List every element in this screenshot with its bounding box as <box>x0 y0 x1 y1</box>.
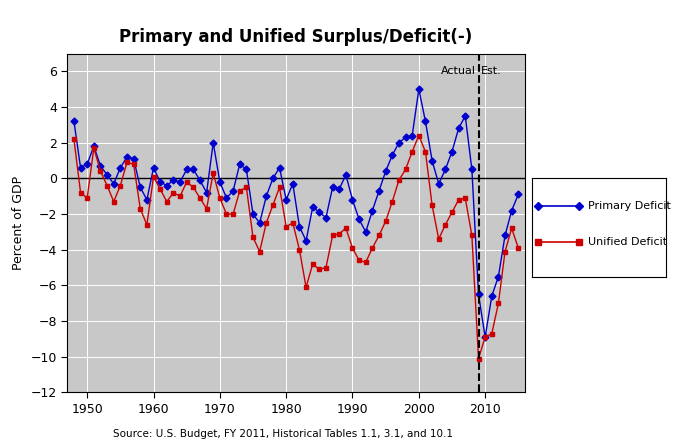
Text: Source: U.S. Budget, FY 2011, Historical Tables 1.1, 3.1, and 10.1: Source: U.S. Budget, FY 2011, Historical… <box>112 429 453 439</box>
Text: Unified Deficit: Unified Deficit <box>588 237 668 247</box>
Unified Deficit <box>388 199 396 204</box>
Unified Deficit <box>468 233 476 238</box>
Primary Deficit <box>474 292 483 297</box>
Unified Deficit <box>368 245 376 251</box>
Primary Deficit <box>488 293 496 299</box>
Unified Deficit <box>514 245 522 251</box>
Primary Deficit <box>388 153 396 158</box>
Primary Deficit <box>368 208 376 213</box>
Y-axis label: Percent of GDP: Percent of GDP <box>12 176 25 270</box>
Primary Deficit <box>514 192 522 197</box>
Unified Deficit <box>70 136 78 142</box>
Primary Deficit <box>415 87 423 92</box>
Unified Deficit <box>481 334 489 340</box>
Line: Primary Deficit: Primary Deficit <box>71 87 521 339</box>
Text: Est.: Est. <box>481 66 502 76</box>
Text: Actual: Actual <box>441 66 476 76</box>
Primary Deficit <box>481 334 489 340</box>
Unified Deficit <box>415 133 423 138</box>
Title: Primary and Unified Surplus/Deficit(-): Primary and Unified Surplus/Deficit(-) <box>120 29 472 46</box>
Primary Deficit <box>70 119 78 124</box>
Line: Unified Deficit: Unified Deficit <box>71 133 521 361</box>
Primary Deficit <box>468 167 476 172</box>
Text: Primary Deficit: Primary Deficit <box>588 201 671 211</box>
Unified Deficit <box>428 202 436 208</box>
Primary Deficit <box>428 158 436 163</box>
Unified Deficit <box>474 356 483 361</box>
Unified Deficit <box>488 331 496 336</box>
